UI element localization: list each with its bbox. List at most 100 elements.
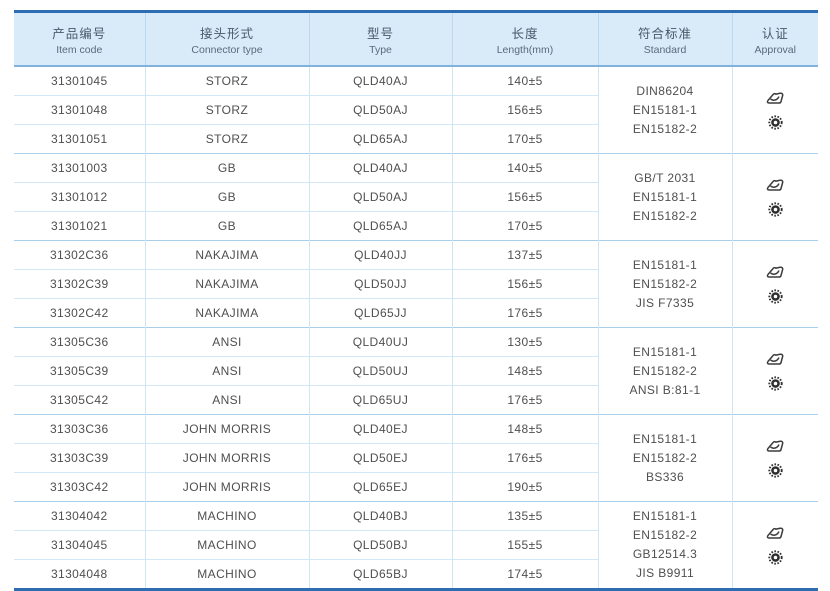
table-row: 31304045 MACHINO QLD50BJ 155±5 [14,530,818,560]
certification-stamp-icon [766,265,784,280]
approval-cell [731,501,818,590]
approval-icons [735,352,817,391]
header-length: 长度 Length(mm) [451,11,598,67]
gear-seal-icon [768,114,783,130]
type-cell: QLD65AJ [308,211,452,241]
length-cell: 148±5 [451,356,598,386]
header-connector-type-zh: 接头形式 [199,26,254,41]
item-code-cell: 31301021 [14,211,145,241]
length-cell: 137±5 [451,240,598,270]
header-standard-en: Standard [643,43,687,56]
connector-type-cell: JOHN MORRIS [144,414,309,444]
table-row: 31304042 MACHINO QLD40BJ 135±5 EN15181-1 EN15… [14,501,818,590]
connector-type-cell: GB [144,182,309,212]
type-cell: QLD40JJ [308,240,452,270]
gear-seal-icon [768,549,783,565]
connector-type-cell: NAKAJIMA [144,298,309,328]
length-cell: 156±5 [451,95,598,125]
item-code-cell: 31305C39 [14,356,145,386]
table-row: 31303C42 JOHN MORRIS QLD65EJ 190±5 [14,472,818,502]
length-cell: 170±5 [451,124,598,154]
item-code-cell: 31301048 [14,95,145,125]
certification-stamp-icon [766,439,784,454]
standard-line: GB/T 2031 [634,170,696,185]
type-cell: QLD65AJ [308,124,452,154]
table-row: 31305C36 ANSI QLD40UJ 130±5 EN15181-1 EN15182… [14,327,818,415]
certification-stamp-icon [766,352,784,367]
item-code-cell: 31305C36 [14,327,145,357]
header-row: 产品编号 Item code 接头形式 Connector type 型号 Ty… [14,11,818,67]
type-cell: QLD65JJ [308,298,452,328]
table-row: 31301051 STORZ QLD65AJ 170±5 [14,124,818,154]
item-code-cell: 31304048 [14,559,145,590]
approval-icons [735,91,817,130]
approval-icons [735,178,817,217]
standard-line: GB12514.3 [632,547,698,561]
type-cell: QLD65UJ [308,385,452,415]
connector-type-cell: ANSI [144,385,309,415]
length-cell: 135±5 [451,501,598,531]
approval-icons [735,265,817,304]
standard-line: EN15181-1 [632,344,698,359]
type-cell: QLD50AJ [308,182,452,212]
connector-type-cell: GB [144,211,309,241]
item-code-cell: 31301045 [50,74,108,88]
item-code-cell: 31303C36 [14,414,145,444]
approval-icons [735,526,817,565]
standard-line: EN15181-1 [632,257,698,272]
connector-type-cell: ANSI [144,356,309,386]
header-length-en: Length(mm) [496,43,554,56]
header-approval: 认证 Approval [731,11,818,67]
connector-type-cell: GB [144,153,309,183]
connector-type-cell: JOHN MORRIS [144,472,309,502]
header-connector-type: 接头形式 Connector type [144,11,309,67]
header-approval-zh: 认证 [761,26,789,41]
type-cell: QLD65BJ [308,559,452,590]
length-cell: 176±5 [451,385,598,415]
standard-cell: EN15181-1 EN15182-2 GB12514.3 JIS B9911 [597,501,732,590]
type-cell: QLD40EJ [308,414,452,444]
length-cell: 156±5 [451,182,598,212]
standard-line: EN15182-2 [632,276,698,291]
standard-cell: EN15181-1 EN15182-2 BS336 [597,414,732,502]
connector-type-cell: MACHINO [144,559,309,590]
length-cell: 156±5 [451,269,598,299]
item-code-cell: 31302C36 [14,240,145,270]
length-cell: 148±5 [451,414,598,444]
standard-line: BS336 [645,469,685,484]
item-code-cell: 31301003 [14,153,145,183]
header-approval-en: Approval [754,43,796,56]
gear-seal-icon [768,201,783,217]
gear-seal-icon [768,375,783,391]
standard-line: EN15182-2 [632,450,698,465]
standard-line: JIS F7335 [635,295,695,310]
standard-line: EN15182-2 [632,121,698,136]
connector-type-cell: STORZ [144,124,309,154]
standard-line: JIS B9911 [635,566,695,580]
type-cell: QLD50JJ [308,269,452,299]
approval-cell [731,66,818,154]
item-code-cell: 31305C42 [14,385,145,415]
header-connector-type-en: Connector type [191,43,263,56]
certification-stamp-icon [766,526,784,541]
table-row: 31301021 GB QLD65AJ 170±5 [14,211,818,241]
type-cell: QLD65EJ [308,472,452,502]
length-cell: 176±5 [451,443,598,473]
table-row: 31303C39 JOHN MORRIS QLD50EJ 176±5 [14,443,818,473]
table-row: 31302C42 NAKAJIMA QLD65JJ 176±5 [14,298,818,328]
type-cell: QLD50UJ [308,356,452,386]
type-cell: QLD40BJ [308,501,452,531]
certification-stamp-icon [766,178,784,193]
table-row: 31301003 GB QLD40AJ 140±5 GB/T 2031 EN15181-1… [14,153,818,241]
length-cell: 140±5 [451,66,598,96]
standard-line: ANSI B:81-1 [629,382,701,397]
standard-line: EN15181-1 [632,431,698,446]
table-row: 31301012 GB QLD50AJ 156±5 [14,182,818,212]
product-spec-table: 产品编号 Item code 接头形式 Connector type 型号 Ty… [14,10,818,591]
item-code-cell: 31303C39 [14,443,145,473]
header-length-zh: 长度 [511,26,539,41]
item-code-cell: 31304045 [14,530,145,560]
approval-icons [735,439,817,478]
connector-type-cell: NAKAJIMA [144,269,309,299]
standard-cell: EN15181-1 EN15182-2 ANSI B:81-1 [597,327,732,415]
